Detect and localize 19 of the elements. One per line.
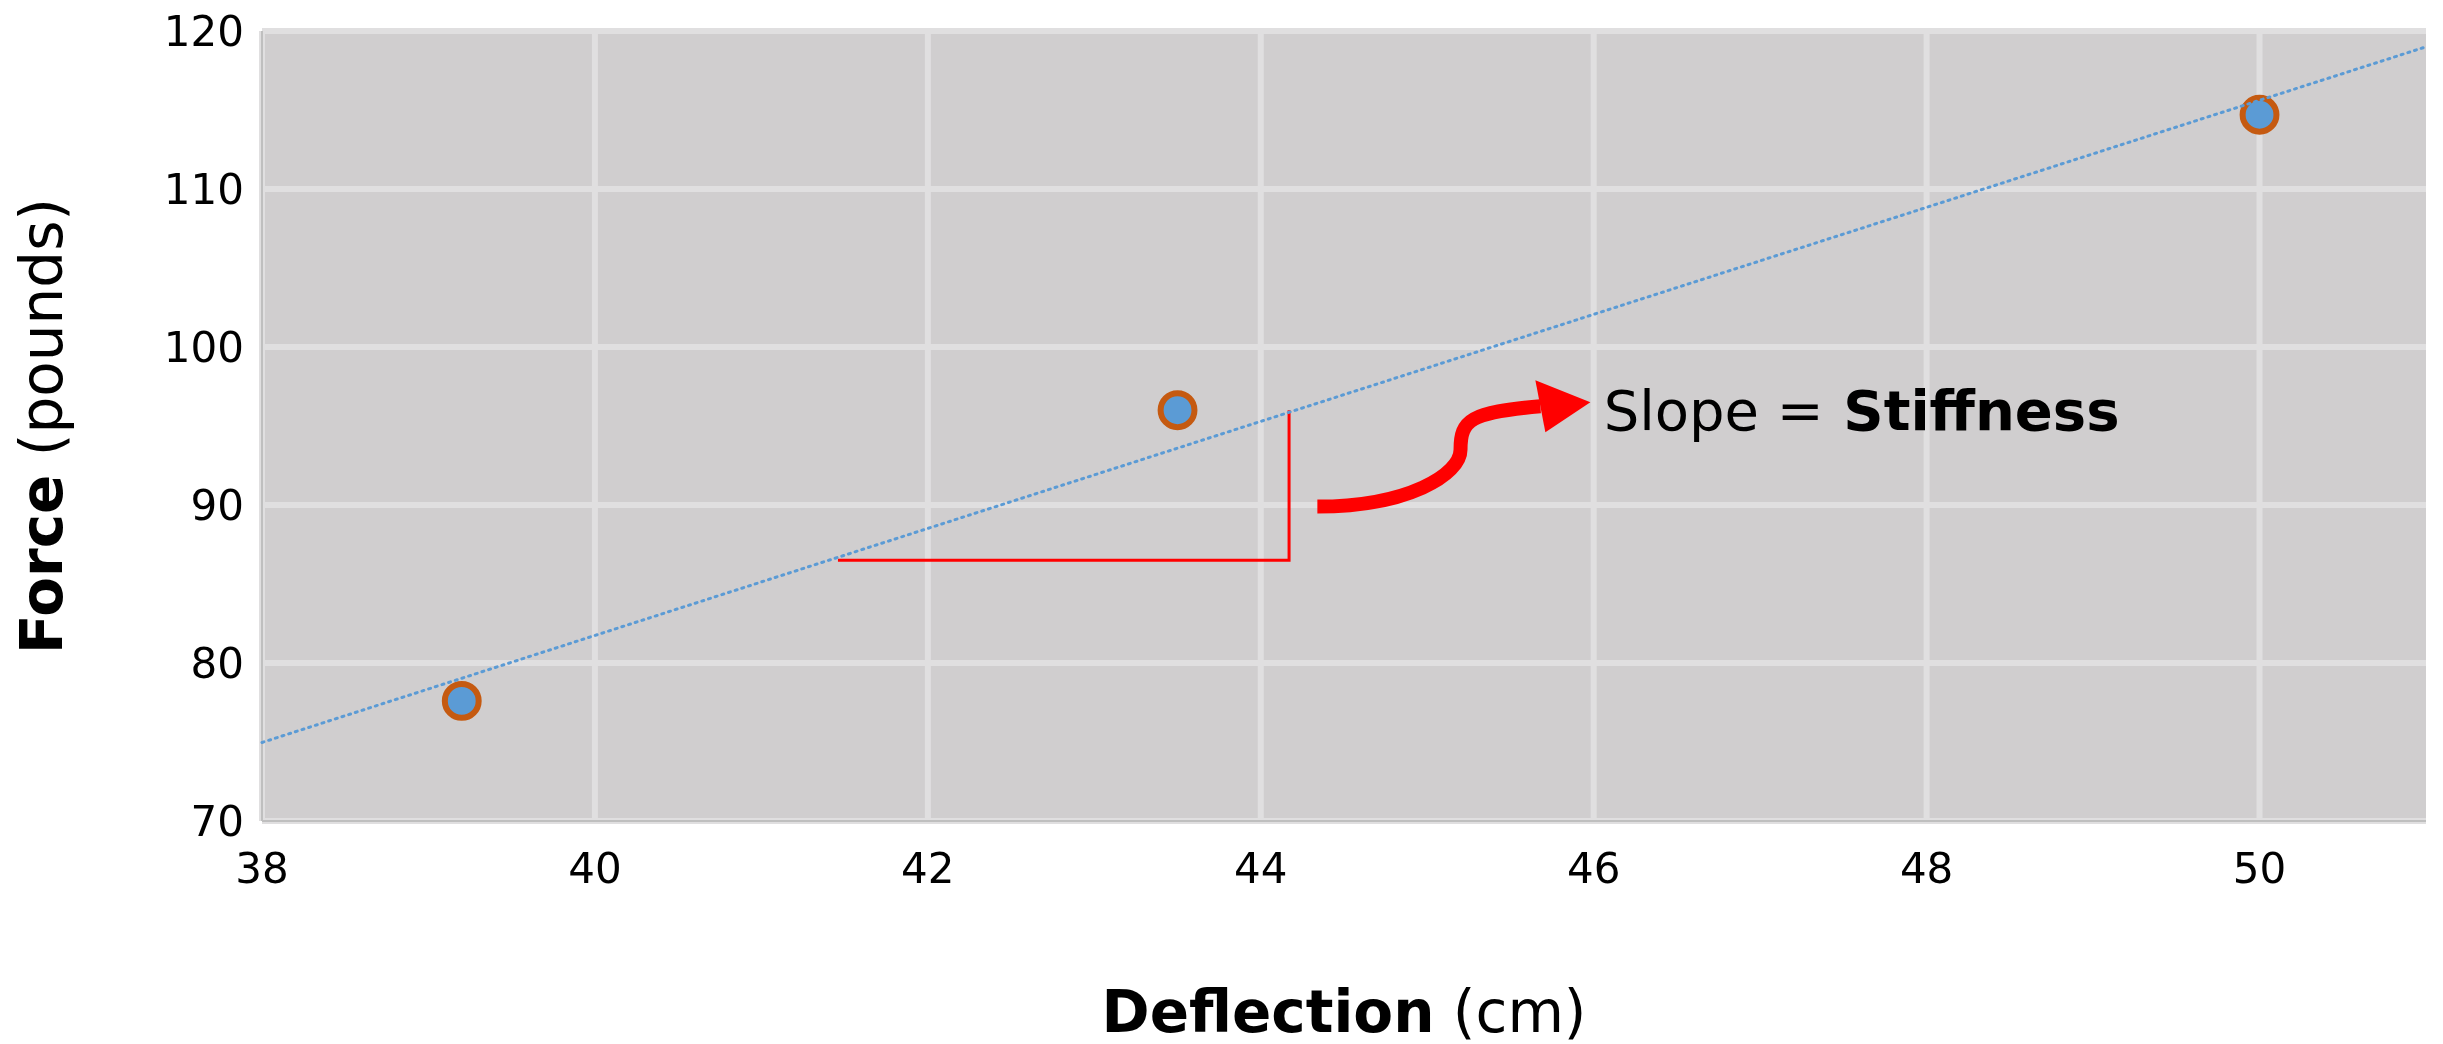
y-tick-label: 110 [163,164,244,214]
annotation: Slope = Stiffness [1603,377,2120,443]
y-axis-title: Force (pounds) [8,198,76,654]
x-axis-title: Deflection (cm) [1101,978,1587,1044]
point [1157,390,1198,431]
x-tick-label: 48 [1899,844,1954,893]
point [2239,94,2280,135]
y-tick-label: 120 [163,6,244,56]
x-tick-label: 38 [235,844,289,893]
x-tick-label: 50 [2232,844,2287,893]
point [441,681,482,721]
x-tick-label: 40 [568,844,622,893]
y-tick-label: 80 [190,638,244,688]
x-tick-label: 44 [1234,844,1288,893]
x-tick-label: 46 [1566,844,1621,893]
y-tick-label: 100 [163,322,244,372]
y-tick-label: 70 [190,796,244,846]
y-tick-label: 90 [190,480,244,530]
x-tick-label: 42 [901,844,955,893]
